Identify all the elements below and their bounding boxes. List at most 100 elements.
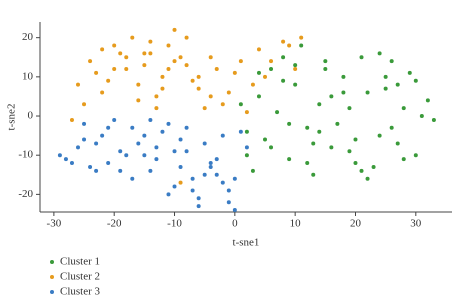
point [281, 39, 286, 44]
point [341, 74, 346, 79]
point [263, 137, 268, 142]
point [281, 78, 286, 83]
legend-marker [50, 290, 54, 294]
point [190, 78, 195, 83]
point [142, 133, 147, 138]
point [323, 59, 328, 64]
point [82, 137, 87, 142]
point [130, 125, 135, 130]
point [311, 172, 316, 177]
point [220, 180, 225, 185]
point [244, 153, 249, 158]
point [281, 55, 286, 60]
point [94, 70, 99, 75]
point [208, 164, 213, 169]
point [317, 129, 322, 134]
x-tick-label: 20 [350, 218, 362, 230]
point [407, 70, 412, 75]
point [57, 153, 62, 158]
point [124, 55, 129, 60]
point [142, 153, 147, 158]
point [305, 125, 310, 130]
point [88, 59, 93, 64]
point [359, 168, 364, 173]
point [389, 59, 394, 64]
point [287, 43, 292, 48]
point [365, 176, 370, 181]
point [112, 117, 117, 122]
point [118, 168, 123, 173]
point [178, 137, 183, 142]
point [244, 129, 249, 134]
point [178, 180, 183, 185]
point [244, 110, 249, 115]
point [148, 39, 153, 44]
point [353, 161, 358, 166]
point [383, 74, 388, 79]
point [401, 157, 406, 162]
point [293, 82, 298, 87]
point [347, 149, 352, 154]
point [208, 161, 213, 166]
point [214, 172, 219, 177]
point [317, 102, 322, 107]
point [178, 55, 183, 60]
point [232, 208, 237, 213]
point [329, 94, 334, 99]
point [293, 67, 298, 72]
x-tick-label: 10 [290, 218, 302, 230]
point [305, 161, 310, 166]
point [359, 55, 364, 60]
point [166, 192, 171, 197]
point [106, 78, 111, 83]
point [154, 106, 159, 111]
point [82, 121, 87, 126]
x-tick-label: 30 [410, 218, 422, 230]
point [238, 102, 243, 107]
point [172, 149, 177, 154]
point [100, 90, 105, 95]
x-tick-label: -20 [107, 218, 122, 230]
legend-marker [50, 275, 54, 279]
x-tick-label: -30 [47, 218, 62, 230]
legend-label: Cluster 2 [60, 271, 100, 283]
point [166, 67, 171, 72]
point [190, 176, 195, 181]
point [395, 141, 400, 146]
point [166, 121, 171, 126]
point [148, 168, 153, 173]
point [383, 86, 388, 91]
point [184, 125, 189, 130]
point [293, 63, 298, 68]
point [250, 168, 255, 173]
point [63, 157, 68, 162]
point [232, 176, 237, 181]
point [184, 149, 189, 154]
x-tick-label: 0 [232, 218, 238, 230]
point [148, 51, 153, 56]
x-tick-label: -10 [167, 218, 182, 230]
point [220, 102, 225, 107]
point [287, 121, 292, 126]
point [220, 133, 225, 138]
x-axis-label: t-sne1 [233, 237, 260, 249]
point [136, 82, 141, 87]
point [389, 125, 394, 130]
point [311, 141, 316, 146]
point [425, 98, 430, 103]
point [202, 106, 207, 111]
point [353, 137, 358, 142]
point [263, 74, 268, 79]
point [401, 106, 406, 111]
point [154, 145, 159, 150]
point [94, 168, 99, 173]
legend-label: Cluster 1 [60, 256, 100, 268]
point [413, 153, 418, 158]
point [275, 110, 280, 115]
point [88, 164, 93, 169]
y-tick-label: -10 [18, 149, 33, 161]
point [232, 70, 237, 75]
point [299, 43, 304, 48]
point [329, 145, 334, 150]
point [196, 196, 201, 201]
